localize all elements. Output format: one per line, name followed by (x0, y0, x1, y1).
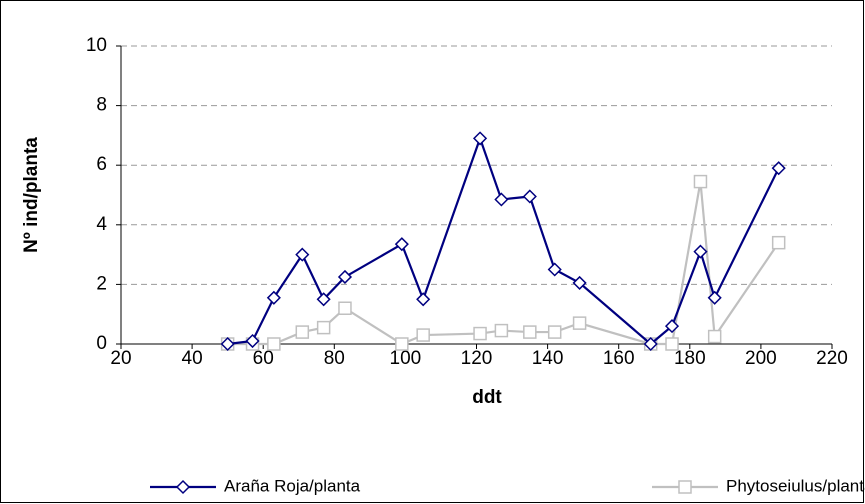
marker (547, 262, 562, 277)
marker (472, 131, 488, 146)
marker (416, 292, 431, 307)
marker (494, 192, 509, 207)
x-tick-label: 160 (603, 348, 635, 369)
marker (316, 292, 331, 307)
y-axis-label: Nº ind/planta (21, 137, 42, 253)
y-tick-label: 0 (96, 333, 107, 354)
marker (337, 269, 353, 285)
x-axis-label: ddt (472, 387, 502, 408)
marker (707, 290, 722, 305)
y-tick-label: 8 (96, 95, 107, 116)
marker (295, 325, 310, 339)
marker (643, 336, 658, 352)
marker (338, 301, 352, 315)
y-tick-label: 10 (86, 35, 107, 56)
marker (494, 323, 509, 338)
marker (267, 337, 281, 351)
marker (693, 174, 708, 189)
marker (665, 337, 679, 351)
marker (572, 275, 587, 290)
marker (316, 320, 331, 335)
marker (473, 326, 487, 341)
legend-label: Phytoseiulus/planta (726, 476, 865, 495)
x-tick-label: 140 (532, 348, 564, 369)
x-tick-label: 100 (390, 348, 422, 369)
x-tick-label: 220 (816, 348, 848, 369)
legend-marker (175, 479, 191, 495)
y-tick-label: 2 (96, 273, 107, 294)
marker (693, 244, 708, 259)
marker (245, 333, 260, 349)
marker (572, 316, 587, 330)
x-tick-label: 80 (324, 348, 345, 369)
marker (523, 325, 537, 339)
marker (295, 247, 310, 262)
marker (416, 328, 430, 342)
marker (771, 235, 786, 250)
y-tick-label: 4 (96, 214, 107, 235)
x-tick-label: 20 (110, 348, 131, 369)
marker (220, 336, 235, 352)
y-tick-label: 6 (96, 154, 107, 175)
x-tick-label: 200 (745, 348, 777, 369)
legend-marker (678, 480, 692, 494)
series-line (227, 135, 780, 346)
marker (394, 237, 409, 252)
x-tick-label: 40 (182, 348, 203, 369)
marker (771, 161, 786, 176)
x-tick-label: 120 (461, 348, 493, 369)
marker (547, 325, 562, 339)
x-tick-label: 60 (253, 348, 274, 369)
marker (664, 319, 680, 334)
legend-label: Araña Roja/planta (224, 476, 361, 495)
x-tick-label: 180 (674, 348, 706, 369)
marker (266, 290, 281, 305)
marker (707, 329, 722, 344)
marker (522, 189, 537, 204)
marker (395, 337, 409, 351)
